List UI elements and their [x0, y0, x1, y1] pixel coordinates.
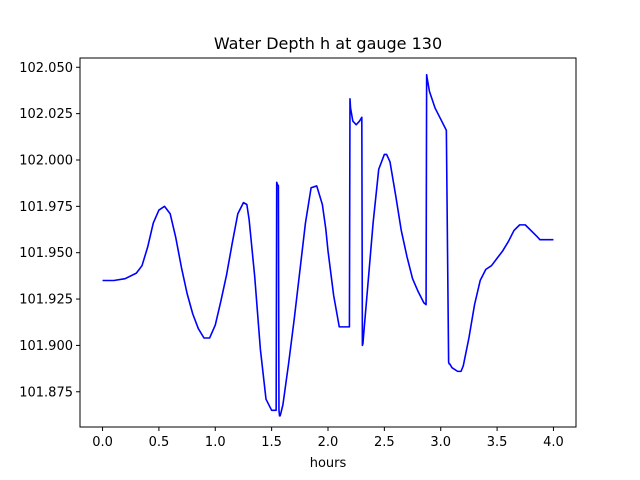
x-tick-label: 0.5: [149, 435, 170, 450]
x-axis: 0.0 0.5 1.0 1.5 2.0 2.5 3.0 3.5 4.0: [92, 427, 564, 450]
x-axis-label: hours: [310, 456, 347, 471]
x-tick-label: 4.0: [543, 435, 564, 450]
plot-area: [79, 57, 577, 428]
x-tick-label: 0.0: [92, 435, 113, 450]
x-tick-label: 1.5: [261, 435, 282, 450]
y-tick-label: 101.925: [19, 293, 73, 308]
x-tick-label: 3.0: [430, 435, 451, 450]
series-line: [102, 73, 554, 417]
y-tick-label: 102.050: [19, 61, 73, 76]
plot-frame: [79, 57, 577, 428]
chart-title: Water Depth h at gauge 130: [214, 34, 442, 53]
x-tick-label: 2.0: [318, 435, 339, 450]
y-tick-label: 102.000: [19, 153, 73, 168]
x-tick-label: 3.5: [487, 435, 508, 450]
y-tick-label: 101.950: [19, 246, 73, 261]
y-tick-label: 102.025: [19, 107, 73, 122]
x-tick-label: 1.0: [205, 435, 226, 450]
x-tick-label: 2.5: [374, 435, 395, 450]
y-tick-label: 101.875: [19, 385, 73, 400]
y-tick-label: 101.900: [19, 339, 73, 354]
y-axis: 101.875 101.900 101.925 101.950 101.975 102.0…: [19, 61, 80, 400]
y-tick-label: 101.975: [19, 200, 73, 215]
series-group: [102, 73, 554, 417]
